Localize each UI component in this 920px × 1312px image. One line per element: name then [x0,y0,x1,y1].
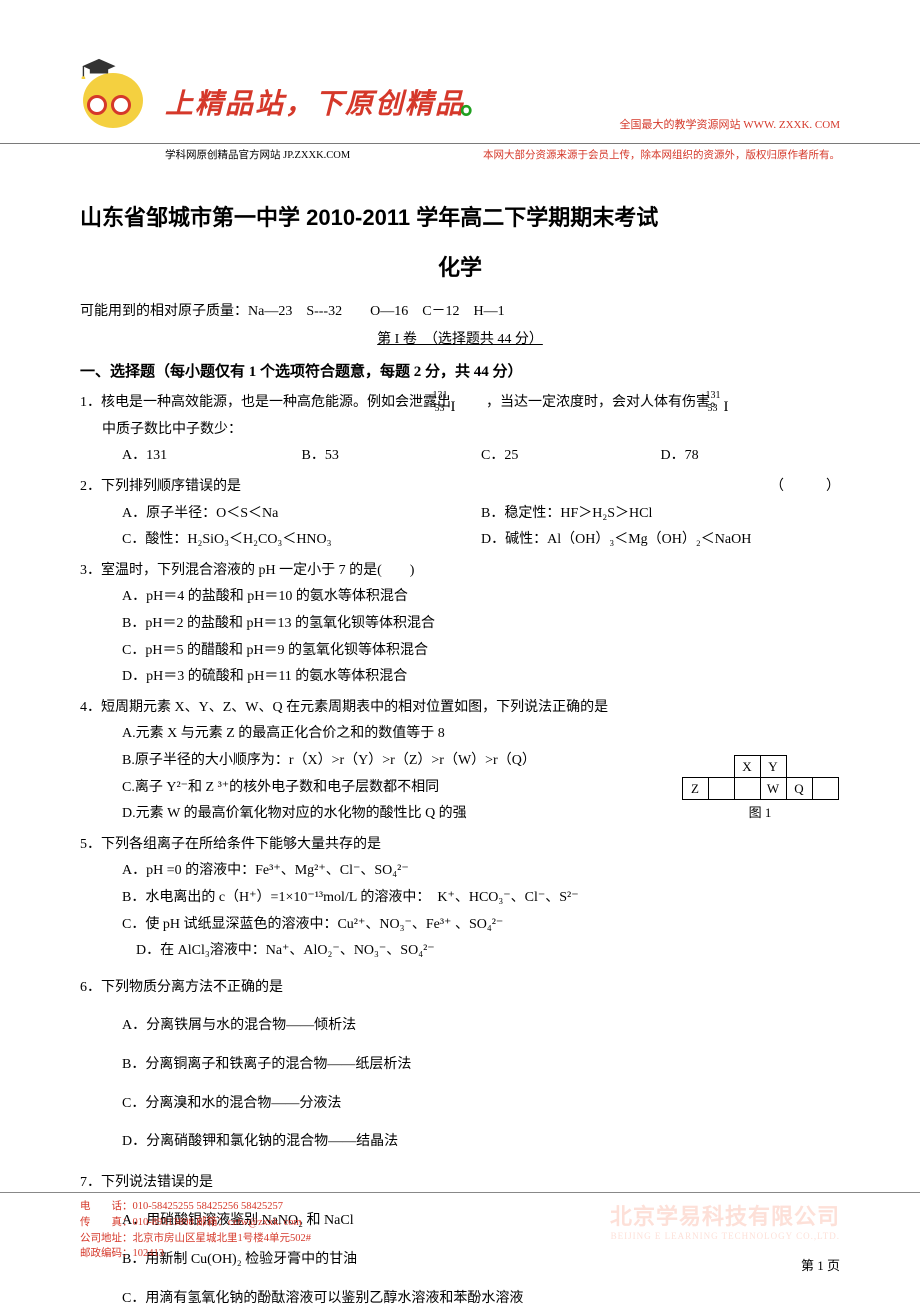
q2-text: 2．下列排列顺序错误的是（ ） [80,474,840,501]
q7-opt-c: C．用滴有氢氧化钠的酚酞溶液可以鉴别乙醇水溶液和苯酚水溶液 [80,1286,840,1312]
q6-opt-d: D．分离硝酸钾和氯化钠的混合物——结晶法 [80,1129,840,1156]
slogan-dot: 。 [460,77,492,123]
header-right-line1: 全国最大的教学资源网站 WWW. ZXXK. COM [620,117,841,135]
q6-opt-c: C．分离溴和水的混合物——分液法 [80,1091,840,1118]
q1-options: A．131 B．53 C．25 D．78 [80,443,840,470]
footer-company: 北京学易科技有限公司 BEIJING E LEARNING TECHNOLOGY… [610,1199,840,1274]
cell-z: Z [682,778,708,800]
subject-title: 化学 [80,247,840,289]
section-title: 一、选择题（每小题仅有 1 个选项符合题意，每题 2 分，共 44 分） [80,358,840,387]
slogan: 上精品站，下原创精品 。 [165,77,492,123]
part-header: 第 I 卷 （选择题共 44 分） [80,327,840,354]
q5-opt-a: A．pH =0 的溶液中：Fe³⁺、Mg²⁺、Cl⁻、SO₄²⁻ [80,858,840,885]
document-content: 山东省邹城市第一中学 2010-2011 学年高二下学期期末考试 化学 可能用到… [0,167,920,1312]
q2-opt-c: C．酸性：H₂SiO₃＜H₂CO₃＜HNO₃ [122,527,481,554]
q6-opt-b: B．分离铜离子和铁离子的混合物——纸层析法 [80,1052,840,1079]
cell-w: W [760,778,786,800]
cell-q: Q [786,778,812,800]
question-1: 1．核电是一种高效能源，也是一种高危能源。例如会泄露出 13153I ，当达一定… [80,390,840,470]
question-5: 5．下列各组离子在所给条件下能够大量共存的是 A．pH =0 的溶液中：Fe³⁺… [80,832,840,965]
q3-text: 3．室温时，下列混合溶液的 pH 一定小于 7 的是( ) [80,558,840,585]
q2-opt-a: A．原子半径：O＜S＜Na [122,501,481,528]
company-name: 北京学易科技有限公司 [610,1199,840,1231]
nuclide-icon: 13153I [455,393,483,413]
nuclide-icon: 13153I [728,393,756,413]
q2-opt-b: B．稳定性：HF＞H₂S＞HCl [481,501,840,528]
exam-title: 山东省邹城市第一中学 2010-2011 学年高二下学期期末考试 [80,197,840,239]
header-right: 全国最大的教学资源网站 WWW. ZXXK. COM [620,117,841,135]
logo-block: 上精品站，下原创精品 。 [75,65,492,135]
q5-text: 5．下列各组离子在所给条件下能够大量共存的是 [80,832,840,859]
question-2: 2．下列排列顺序错误的是（ ） A．原子半径：O＜S＜Na B．稳定性：HF＞H… [80,474,840,554]
q3-opt-a: A．pH＝4 的盐酸和 pH＝10 的氨水等体积混合 [80,584,840,611]
q1-opt-a: A．131 [122,443,302,470]
q3-opt-c: C．pH＝5 的醋酸和 pH＝9 的氢氧化钡等体积混合 [80,638,840,665]
q6-text: 6．下列物质分离方法不正确的是 [80,975,840,1002]
q5-opt-d: D．在 AlCl₃溶液中：Na⁺、AlO₂⁻、NO₃⁻、SO₄²⁻ [80,938,840,965]
page-footer: 电 话：010-58425255 58425256 58425257 传 真：0… [0,1192,920,1274]
cell-empty [812,778,838,800]
figure-label: 图 1 [680,802,840,821]
q3-opt-d: D．pH＝3 的硫酸和 pH＝11 的氨水等体积混合 [80,664,840,691]
mascot-icon [75,65,155,135]
q1-opt-b: B．53 [302,443,482,470]
atomic-mass-info: 可能用到的相对原子质量：Na—23 S---32 O—16 C－12 H—1 [80,299,840,326]
page-header: 上精品站，下原创精品 。 全国最大的教学资源网站 WWW. ZXXK. COM [0,0,920,144]
q4-text: 4．短周期元素 X、Y、Z、W、Q 在元素周期表中的相对位置如图，下列说法正确的… [80,695,840,722]
sub-header-left: 学科网原创精品官方网站 JP.ZXXK.COM [165,147,350,162]
q1-opt-c: C．25 [481,443,661,470]
q1-text: 1．核电是一种高效能源，也是一种高危能源。例如会泄露出 13153I ，当达一定… [80,390,840,417]
q4-opt-a: A.元素 X 与元素 Z 的最高正化合价之和的数值等于 8 [80,721,840,748]
q2-opt-d: D．碱性：Al（OH）₃＜Mg（OH）₂＜NaOH [481,527,840,554]
cell-x: X [734,756,760,778]
sub-header: 学科网原创精品官方网站 JP.ZXXK.COM 本网大部分资源来源于会员上传，除… [0,144,920,167]
sub-header-right: 本网大部分资源来源于会员上传，除本网组织的资源外，版权归原作者所有。 [483,147,840,162]
cell-empty [708,778,734,800]
slogan-text: 上精品站，下原创精品 [165,82,465,122]
page-number: 第 1 页 [610,1255,840,1274]
question-6: 6．下列物质分离方法不正确的是 A．分离铁屑与水的混合物——倾析法 B．分离铜离… [80,975,840,1156]
company-subtitle: BEIJING E LEARNING TECHNOLOGY CO.,LTD. [610,1231,840,1241]
cell-empty [734,778,760,800]
q1-text2: 中质子数比中子数少： [80,417,840,444]
footer-contact: 电 话：010-58425255 58425256 58425257 传 真：0… [80,1199,311,1274]
q5-opt-b: B．水电离出的 c（H⁺）=1×10⁻¹³mol/L 的溶液中： K⁺、HCO₃… [80,885,840,912]
periodic-table-figure: X Y Z W Q 图 1 [680,755,840,821]
question-3: 3．室温时，下列混合溶液的 pH 一定小于 7 的是( ) A．pH＝4 的盐酸… [80,558,840,691]
q6-opt-a: A．分离铁屑与水的混合物——倾析法 [80,1013,840,1040]
q1-opt-d: D．78 [661,443,841,470]
q3-opt-b: B．pH＝2 的盐酸和 pH＝13 的氢氧化钡等体积混合 [80,611,840,638]
periodic-table: X Y Z W Q [682,755,839,800]
q5-opt-c: C．使 pH 试纸显深蓝色的溶液中：Cu²⁺、NO₃⁻、Fe³⁺ 、SO₄²⁻ [80,912,840,939]
cell-y: Y [760,756,786,778]
